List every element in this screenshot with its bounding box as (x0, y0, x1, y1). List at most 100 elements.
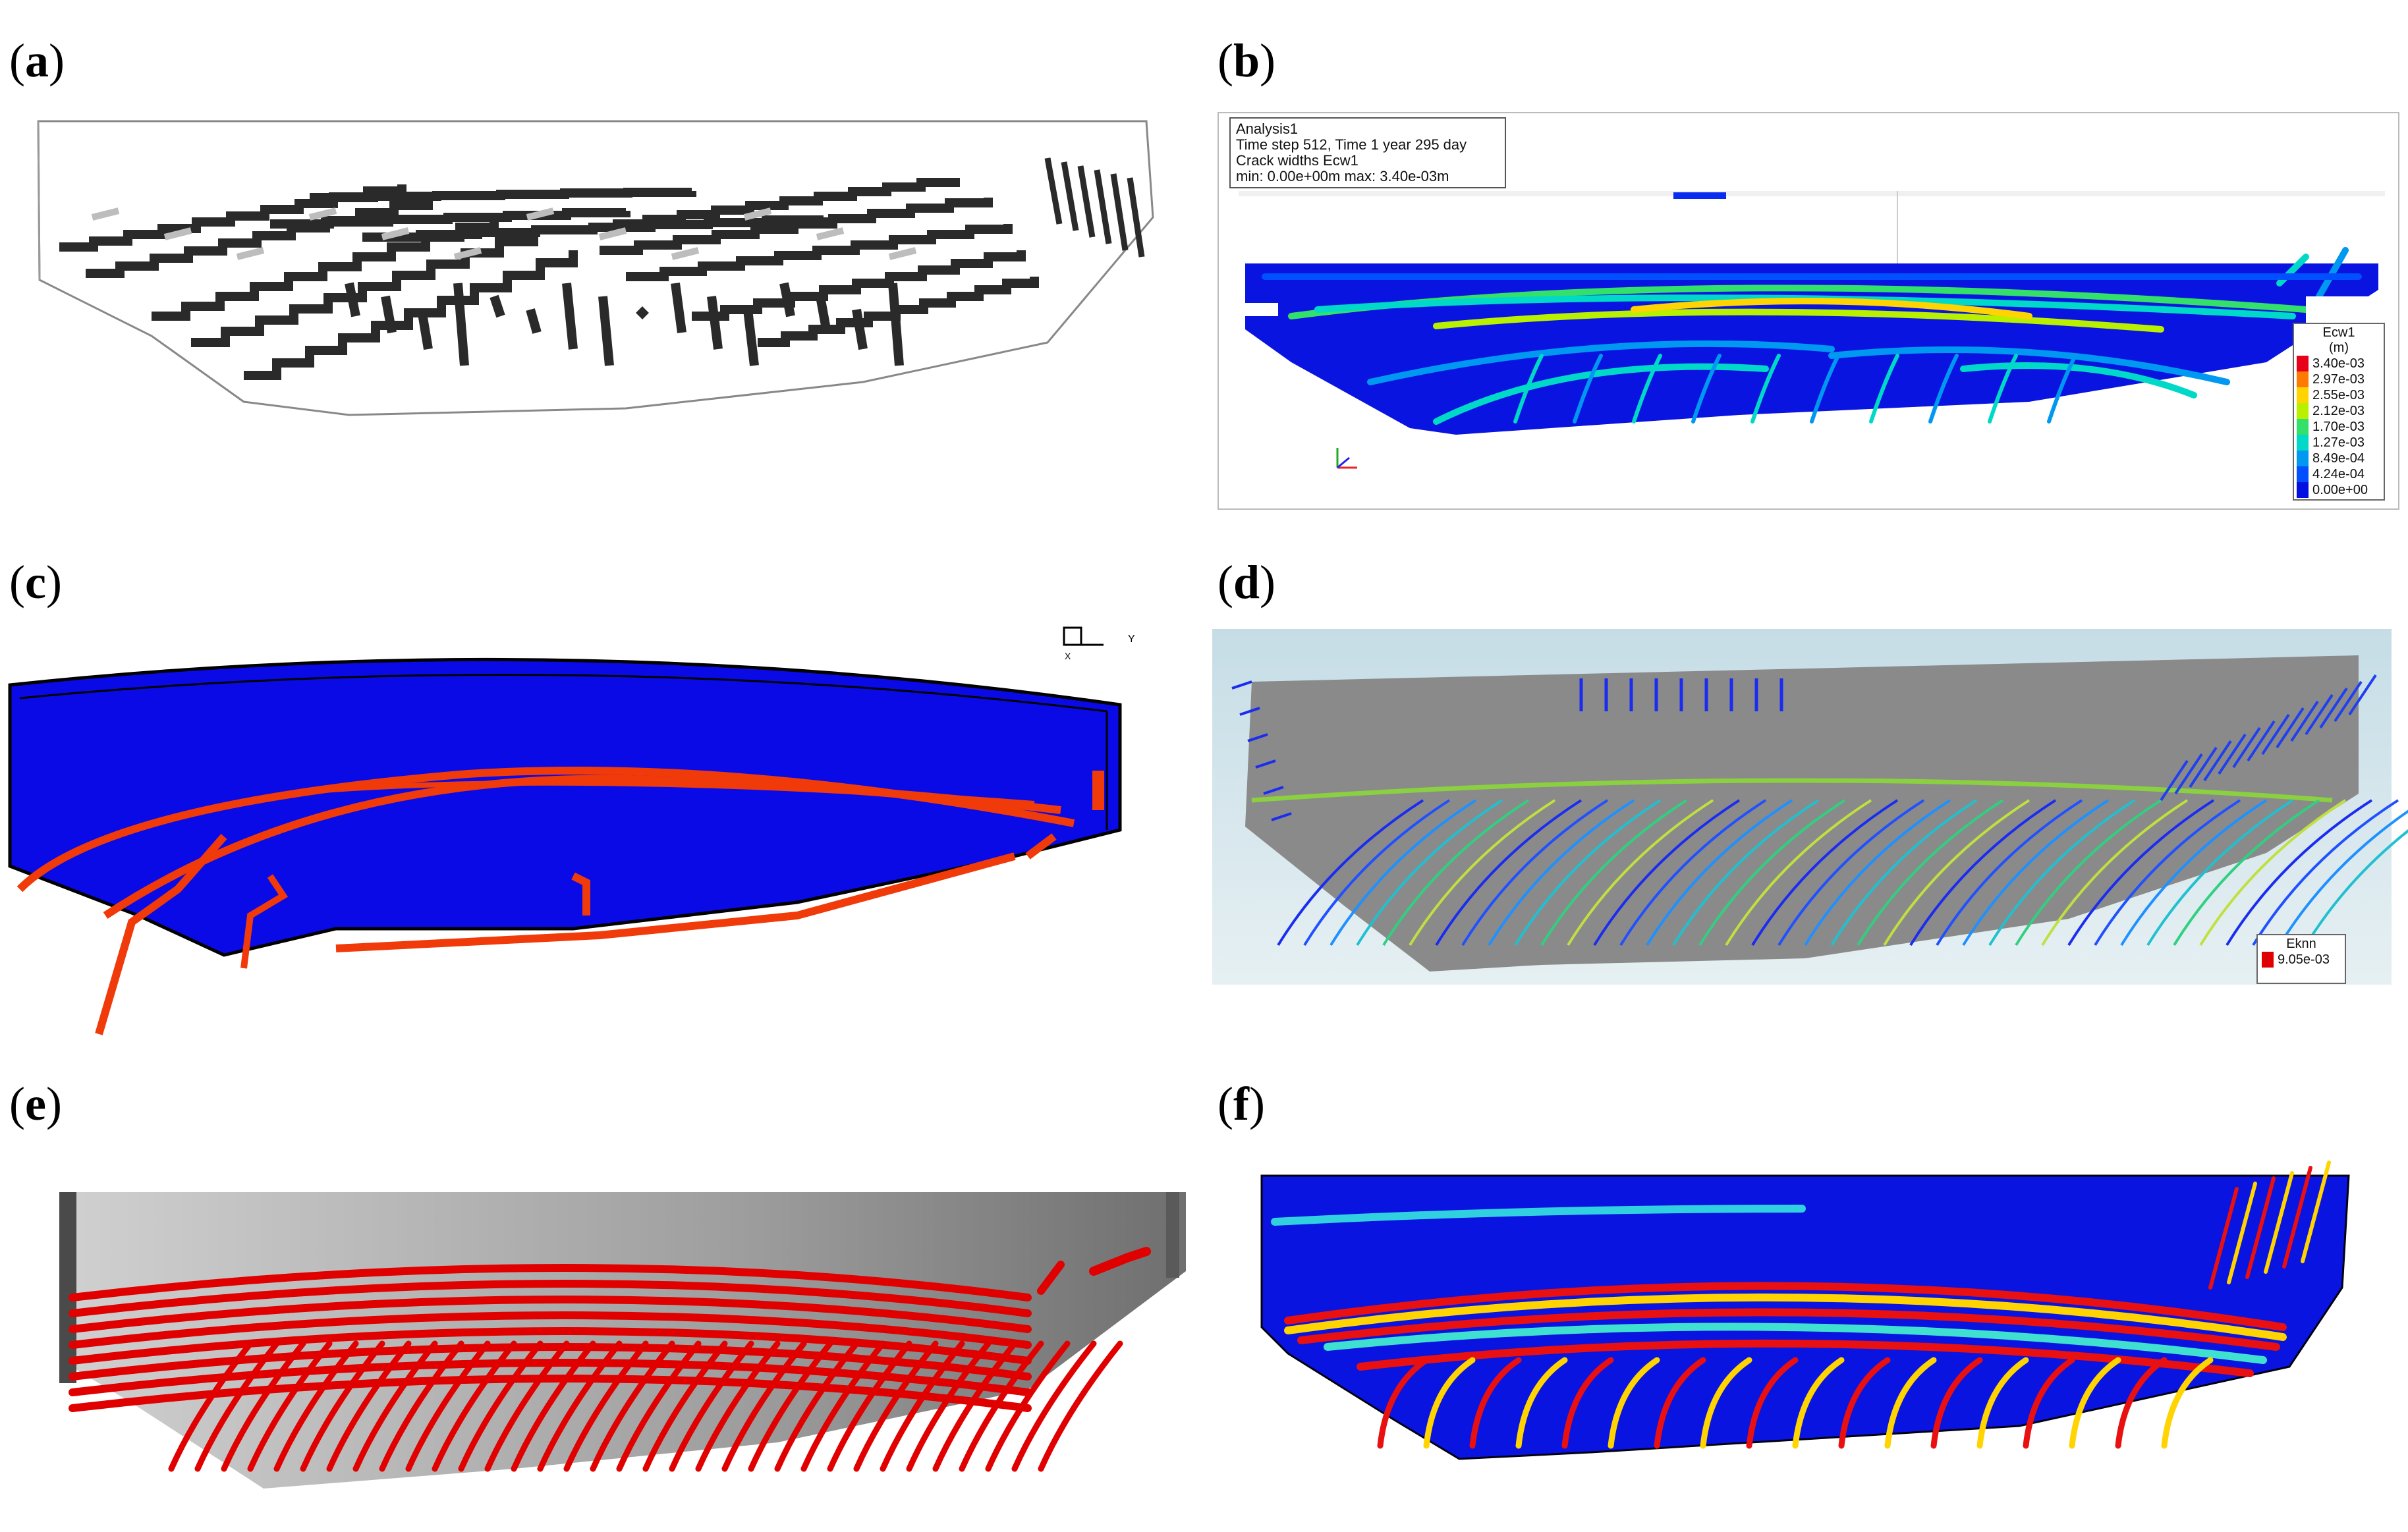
crack-line (2305, 694, 2334, 736)
crack-line (1561, 1357, 1614, 1449)
crack-line (381, 295, 397, 334)
crack-line (1038, 1340, 1123, 1472)
crack-line (2227, 1182, 2257, 1284)
panel-b-legend: Ecw1 (m) 3.40e-03 2.97e-03 2.55e-03 2.12e-0… (2293, 323, 2385, 501)
crack-line (1909, 799, 2057, 946)
crack-line (322, 780, 1035, 806)
crack-line (563, 1340, 649, 1472)
legend-title: Ecw1 (2322, 325, 2355, 340)
crack-line (2226, 799, 2373, 946)
crack-line (2276, 707, 2305, 749)
crack-line (1025, 833, 1057, 860)
panel-d-image (1212, 629, 2408, 985)
crack-line (273, 1340, 359, 1472)
crack-line (613, 178, 960, 229)
crack-line (1231, 680, 1252, 690)
axis-y-label: Y (1128, 634, 1135, 645)
crack-line (2252, 799, 2399, 946)
crack-line (1962, 799, 2110, 946)
crack-line (1778, 799, 1925, 946)
crack-line (1515, 1357, 1568, 1449)
crack-line (300, 1340, 385, 1472)
panel-label-b: (b) (1218, 34, 1276, 87)
crack-line (1488, 799, 1635, 946)
crack-line (1869, 354, 1899, 424)
crack-line (191, 231, 538, 347)
crack-line (163, 227, 192, 240)
crack-line (69, 1327, 1032, 1365)
crack-line (1461, 799, 1609, 946)
crack-line (1284, 1293, 2287, 1341)
legend-row: 8.49e-04 (2297, 451, 2381, 466)
legend-swatch (2297, 419, 2309, 435)
crack-line (453, 247, 482, 260)
crack-line (1884, 1357, 1937, 1449)
axis-icon-c (1063, 626, 1104, 646)
panel-label-e: (e) (9, 1078, 62, 1130)
legend-unit: (m) (2329, 341, 2349, 355)
info-line-4: min: 0.00e+00m max: 3.40e-03m (1236, 168, 1449, 184)
crack-line (571, 872, 590, 916)
crack-line (2067, 799, 2215, 946)
crack-line (1936, 799, 2083, 946)
crack-line (2146, 799, 2294, 946)
crack-line (240, 874, 289, 969)
crack-line (2232, 726, 2261, 769)
crack-line (932, 1340, 1018, 1472)
legend-value: 1.70e-03 (2312, 419, 2365, 434)
crack-line (616, 1340, 702, 1472)
crack-line (779, 282, 795, 317)
crack-line (1514, 799, 1662, 946)
legend-swatch (2297, 466, 2309, 482)
crack-line (453, 283, 469, 366)
crack-line (2208, 1187, 2239, 1290)
axis-triad-icon (1336, 448, 1357, 469)
crack-line (1247, 733, 1268, 742)
crack-line (526, 207, 555, 221)
crack-line (2301, 1161, 2331, 1263)
crack-line (2261, 713, 2290, 755)
crack-line (2189, 746, 2218, 788)
crack-line (2161, 1357, 2214, 1449)
panel-b-image (1239, 191, 2385, 435)
panel-label-a: (a) (9, 34, 65, 87)
crack-line (816, 227, 845, 240)
crack-line (1263, 786, 1284, 795)
crack-line (2348, 674, 2377, 716)
crack-line (526, 308, 542, 334)
crack-line (1838, 1357, 1891, 1449)
crack-line (800, 1340, 886, 1472)
crack-line (1608, 1357, 1660, 1449)
crack-line (1513, 354, 1544, 424)
crack-line (888, 247, 917, 260)
crack-line (1725, 799, 1872, 946)
crack-line (852, 308, 868, 350)
legend-title-d: Eknn (2286, 937, 2316, 951)
crack-line (1988, 799, 2136, 946)
panel-b-info-box: Analysis1 Time step 512, Time 1 year 295… (1229, 117, 1506, 188)
crack-line (1646, 799, 1793, 946)
crack-line (247, 1340, 333, 1472)
panel-label-d: (d) (1218, 556, 1276, 609)
panel-d-legend: Eknn 9.05e-03 (2256, 934, 2346, 984)
crack-line (484, 1340, 570, 1472)
legend-swatch (2297, 403, 2309, 419)
crack-line (1810, 354, 1840, 424)
crack-line (2094, 799, 2241, 946)
crack-line (458, 1340, 544, 1472)
crack-line (2199, 799, 2347, 946)
crack-line (1367, 340, 1835, 385)
crack-line (743, 207, 772, 221)
crack-line (1297, 1308, 2280, 1351)
crack-line (1746, 1357, 1799, 1449)
legend-row: 0.00e+00 (2297, 482, 2381, 498)
info-line-2: Time step 512, Time 1 year 295 day (1236, 136, 1467, 153)
crack-line (362, 215, 828, 242)
crack-line (381, 227, 410, 240)
legend-row: 1.70e-03 (2297, 419, 2381, 435)
crack-line (91, 207, 120, 221)
panel-label-f: (f) (1218, 1078, 1265, 1130)
legend-swatch (2297, 435, 2309, 451)
crack-line (1433, 308, 2164, 333)
crack-line (1804, 799, 1951, 946)
